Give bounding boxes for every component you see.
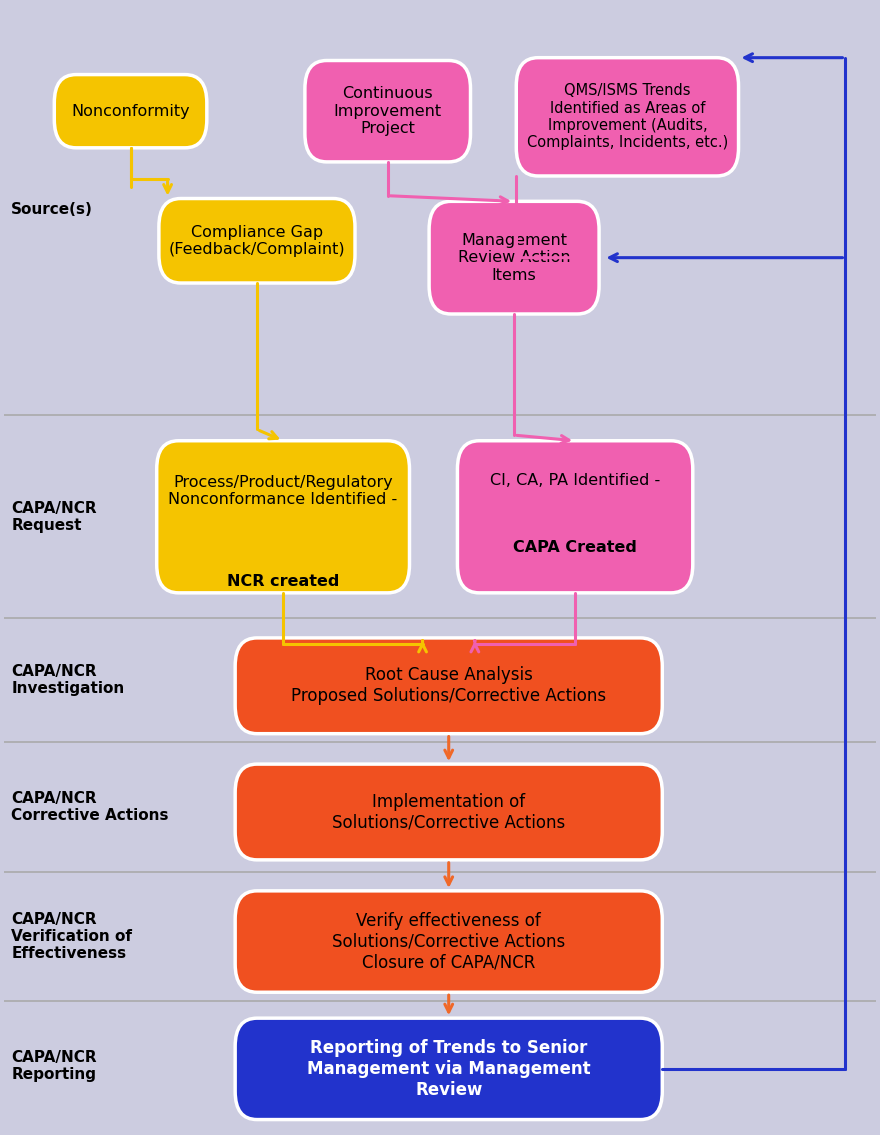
Text: Process/Product/Regulatory
Nonconformance Identified -: Process/Product/Regulatory Nonconformanc…: [168, 474, 398, 507]
Text: CAPA/NCR
Request: CAPA/NCR Request: [11, 501, 97, 533]
FancyBboxPatch shape: [235, 764, 663, 860]
FancyBboxPatch shape: [235, 1018, 663, 1119]
Text: Nonconformity: Nonconformity: [71, 103, 190, 119]
Text: CAPA/NCR
Corrective Actions: CAPA/NCR Corrective Actions: [11, 791, 169, 823]
FancyBboxPatch shape: [517, 58, 738, 176]
Text: Continuous
Improvement
Project: Continuous Improvement Project: [334, 86, 442, 136]
FancyBboxPatch shape: [235, 891, 663, 992]
Text: Compliance Gap
(Feedback/Complaint): Compliance Gap (Feedback/Complaint): [169, 225, 345, 257]
FancyBboxPatch shape: [55, 75, 207, 148]
Text: Implementation of
Solutions/Corrective Actions: Implementation of Solutions/Corrective A…: [332, 792, 565, 831]
Text: Verify effectiveness of
Solutions/Corrective Actions
Closure of CAPA/NCR: Verify effectiveness of Solutions/Correc…: [332, 911, 565, 972]
Text: NCR created: NCR created: [227, 574, 340, 589]
FancyBboxPatch shape: [157, 440, 409, 592]
FancyBboxPatch shape: [235, 638, 663, 733]
FancyBboxPatch shape: [429, 201, 599, 314]
Text: Reporting of Trends to Senior
Management via Management
Review: Reporting of Trends to Senior Management…: [307, 1039, 590, 1099]
Text: CAPA Created: CAPA Created: [513, 540, 637, 555]
FancyBboxPatch shape: [458, 440, 693, 592]
Text: CAPA/NCR
Reporting: CAPA/NCR Reporting: [11, 1050, 97, 1083]
FancyBboxPatch shape: [159, 199, 355, 283]
Text: QMS/ISMS Trends
Identified as Areas of
Improvement (Audits,
Complaints, Incident: QMS/ISMS Trends Identified as Areas of I…: [527, 83, 728, 151]
Text: CAPA/NCR
Verification of
Effectiveness: CAPA/NCR Verification of Effectiveness: [11, 911, 132, 961]
Text: Root Cause Analysis
Proposed Solutions/Corrective Actions: Root Cause Analysis Proposed Solutions/C…: [291, 666, 606, 705]
FancyBboxPatch shape: [304, 60, 471, 162]
Text: Management
Review Action
Items: Management Review Action Items: [458, 233, 570, 283]
Text: CAPA/NCR
Investigation: CAPA/NCR Investigation: [11, 664, 124, 697]
Text: Source(s): Source(s): [11, 202, 93, 217]
Text: CI, CA, PA Identified -: CI, CA, PA Identified -: [490, 473, 660, 488]
